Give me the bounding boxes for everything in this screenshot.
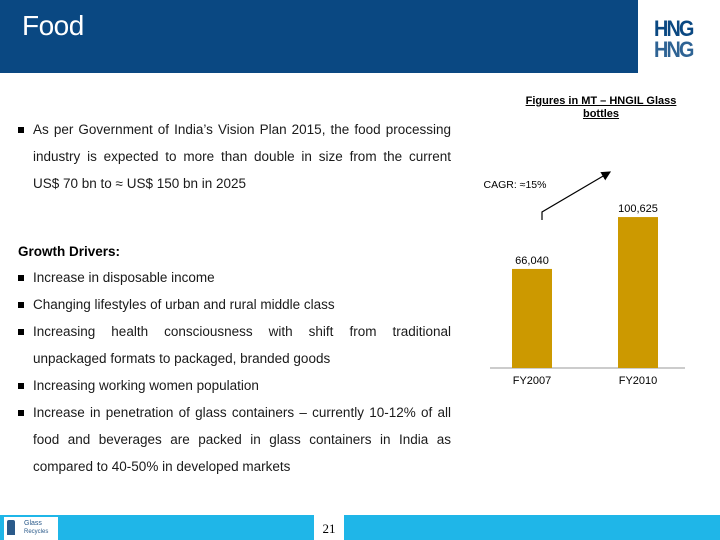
footer-bar: Glass Recycles bbox=[0, 515, 720, 540]
intro-line-1: As per Government of India’s Vision Plan… bbox=[33, 122, 451, 137]
driver-item-5-line-3: compared to 40-50% in developed markets bbox=[33, 459, 291, 474]
category-label-fy2007: FY2007 bbox=[513, 375, 552, 387]
page-number-box: 21 bbox=[314, 515, 344, 540]
company-logo: HNG HNG bbox=[638, 0, 720, 73]
logo-text-glass: Glass bbox=[24, 520, 42, 527]
recycle-logo: Glass Recycles bbox=[4, 517, 58, 540]
page-title: Food bbox=[22, 10, 84, 41]
bullet-icon bbox=[18, 329, 24, 335]
driver-item-5-line-2: food and beverages are packed in glass c… bbox=[33, 432, 451, 447]
intro-line-3: US$ 70 bn to ≈ US$ 150 bn in 2025 bbox=[33, 176, 247, 191]
bullet-icon bbox=[18, 302, 24, 308]
bottle-icon bbox=[7, 520, 15, 535]
logo-text-top: HNG bbox=[654, 16, 694, 41]
bullet-icon bbox=[18, 127, 24, 133]
value-label-fy2010: 100,625 bbox=[618, 203, 658, 215]
category-label-fy2010: FY2010 bbox=[619, 375, 658, 387]
value-label-fy2007: 66,040 bbox=[515, 255, 549, 267]
driver-item-3-line-1: Increasing health consciousness with shi… bbox=[33, 324, 451, 339]
driver-item-1: Increase in disposable income bbox=[33, 270, 215, 285]
intro-line-2: industry is expected to more than double… bbox=[33, 149, 451, 164]
bullet-icon bbox=[18, 383, 24, 389]
growth-drivers-heading: Growth Drivers: bbox=[18, 244, 121, 259]
logo-text-bottom: HNG bbox=[654, 37, 694, 62]
driver-item-4: Increasing working women population bbox=[33, 378, 259, 393]
logo-text-recycles: Recycles bbox=[24, 529, 49, 535]
chart-title: Figures in MT – HNGIL Glass bottles bbox=[525, 95, 677, 120]
header-bar: Food HNG HNG bbox=[0, 0, 720, 73]
page-number: 21 bbox=[322, 521, 336, 536]
growth-arrow bbox=[541, 171, 612, 220]
cagr-annotation: CAGR: ≈15% bbox=[484, 179, 547, 191]
bar-fy2010 bbox=[618, 217, 658, 368]
bullet-icon bbox=[18, 410, 24, 416]
bar-chart: 66,040 100,625 FY2007 FY2010 CAGR: ≈15% bbox=[484, 171, 685, 387]
driver-item-5-line-1: Increase in penetration of glass contain… bbox=[33, 405, 451, 420]
bar-fy2007 bbox=[512, 268, 552, 368]
bullet-icon bbox=[18, 275, 24, 281]
driver-item-2: Changing lifestyles of urban and rural m… bbox=[33, 297, 335, 312]
driver-item-3-line-2: unpackaged formats to packaged, branded … bbox=[33, 351, 331, 366]
